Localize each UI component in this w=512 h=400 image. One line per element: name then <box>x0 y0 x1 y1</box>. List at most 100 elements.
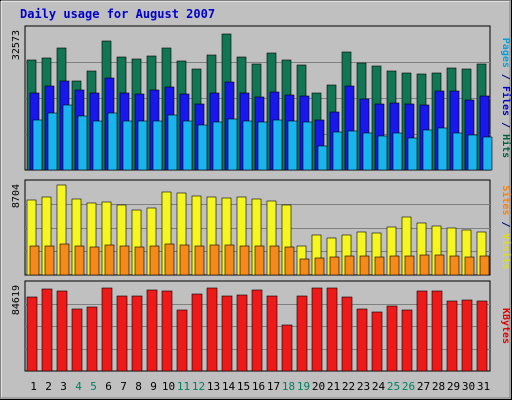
bar-pages-day-15 <box>242 120 253 171</box>
bar-kbytes-day-31 <box>476 300 488 372</box>
series-visits <box>26 184 487 276</box>
legend-entry: Files <box>500 86 512 116</box>
x-tick-label: 19 <box>297 380 310 393</box>
bar-kbytes-day-12 <box>191 293 203 372</box>
series-kbytes <box>26 287 488 372</box>
bar-kbytes-day-19 <box>296 295 308 372</box>
x-tick-label: 8 <box>135 380 142 393</box>
panel-1: 32573 Pages / Files / Hits <box>11 25 512 171</box>
bar-sites-day-16 <box>254 245 265 276</box>
bar-kbytes-day-3 <box>56 290 68 372</box>
bar-kbytes-day-9 <box>146 289 158 372</box>
bar-pages-day-25 <box>392 132 403 171</box>
bar-pages-day-20 <box>317 145 328 171</box>
bar-pages-day-29 <box>452 132 463 171</box>
bar-kbytes-day-20 <box>311 287 323 372</box>
bar-sites-day-18 <box>284 246 295 276</box>
panel-max-label: 84619 <box>11 285 22 315</box>
x-tick-label: 1 <box>30 380 37 393</box>
x-tick-label: 9 <box>150 380 157 393</box>
bar-pages-day-28 <box>437 127 448 171</box>
bar-sites-day-17 <box>269 245 280 276</box>
bar-sites-day-19 <box>299 258 310 276</box>
bar-sites-day-31 <box>479 255 490 276</box>
bar-kbytes-day-10 <box>161 290 173 372</box>
panel-3: 84619 KBytes <box>11 280 511 372</box>
bar-sites-day-3 <box>59 243 70 276</box>
bar-pages-day-6 <box>107 112 118 171</box>
x-tick-label: 20 <box>312 380 325 393</box>
bar-pages-day-30 <box>467 134 478 171</box>
legend-entry: Hits <box>500 134 512 158</box>
x-tick-label: 21 <box>327 380 340 393</box>
x-tick-label: 13 <box>207 380 220 393</box>
panel-legend: Sites / Visits <box>500 185 512 269</box>
bar-kbytes-day-30 <box>461 299 473 372</box>
bar-pages-day-12 <box>197 124 208 171</box>
bar-sites-day-6 <box>104 244 115 276</box>
x-tick-label: 14 <box>222 380 236 393</box>
x-tick-label: 12 <box>192 380 205 393</box>
bar-sites-day-29 <box>449 255 460 276</box>
legend-entry: / <box>500 116 511 134</box>
panel-max-label: 8704 <box>11 184 22 208</box>
bar-kbytes-day-24 <box>371 311 383 372</box>
series-pages <box>32 104 493 171</box>
x-tick-label: 7 <box>120 380 127 393</box>
series-sites <box>29 243 490 276</box>
bar-sites-day-23 <box>359 255 370 276</box>
x-tick-label: 25 <box>387 380 400 393</box>
bar-sites-day-10 <box>164 243 175 276</box>
bar-sites-day-4 <box>74 245 85 276</box>
legend-entry: Sites <box>500 185 512 215</box>
bar-pages-day-5 <box>92 120 103 171</box>
bar-pages-day-14 <box>227 118 238 171</box>
x-tick-label: 27 <box>417 380 430 393</box>
bar-pages-day-7 <box>122 120 133 171</box>
bar-kbytes-day-23 <box>356 308 368 372</box>
bar-pages-day-4 <box>77 115 88 171</box>
x-tick-label: 10 <box>162 380 175 393</box>
bar-pages-day-24 <box>377 135 388 171</box>
x-tick-label: 11 <box>177 380 190 393</box>
bar-sites-day-12 <box>194 245 205 276</box>
bar-sites-day-22 <box>344 255 355 276</box>
x-axis-tick-labels: 1 2 3 4 5 6 7 8 9 10 11 12 13 14 15 16 17 18 19 20 21 22 23 24 2… <box>30 380 490 393</box>
x-tick-label: 5 <box>90 380 97 393</box>
bar-sites-day-11 <box>179 244 190 276</box>
panel-2: 8704 Sites / Visits <box>11 179 512 276</box>
bar-kbytes-day-26 <box>401 309 413 372</box>
bar-pages-day-19 <box>302 121 313 171</box>
x-tick-label: 26 <box>402 380 415 393</box>
bar-pages-day-8 <box>137 120 148 171</box>
bar-sites-day-2 <box>44 245 55 276</box>
bar-pages-day-9 <box>152 120 163 171</box>
bar-sites-day-21 <box>329 256 340 276</box>
bar-kbytes-day-29 <box>446 300 458 372</box>
legend-entry: / <box>500 215 511 233</box>
x-tick-label: 30 <box>462 380 475 393</box>
bar-pages-day-2 <box>47 112 58 171</box>
bar-pages-day-23 <box>362 132 373 171</box>
panel-legend: KBytes <box>500 308 511 344</box>
bar-pages-day-18 <box>287 120 298 171</box>
bar-sites-day-25 <box>389 255 400 276</box>
bar-kbytes-day-21 <box>326 287 338 372</box>
x-tick-label: 24 <box>372 380 386 393</box>
bar-sites-day-9 <box>149 245 160 276</box>
x-tick-label: 2 <box>45 380 52 393</box>
panel-max-label: 32573 <box>11 30 22 60</box>
bar-kbytes-day-16 <box>251 289 263 372</box>
bar-kbytes-day-7 <box>116 295 128 372</box>
bar-kbytes-day-1 <box>26 296 38 372</box>
bar-kbytes-day-25 <box>386 305 398 372</box>
x-tick-label: 16 <box>252 380 265 393</box>
bar-kbytes-day-8 <box>131 295 143 372</box>
bar-pages-day-27 <box>422 129 433 171</box>
bar-kbytes-day-6 <box>101 287 113 372</box>
bar-kbytes-day-14 <box>221 295 233 372</box>
bar-sites-day-13 <box>209 244 220 276</box>
x-tick-label: 31 <box>477 380 490 393</box>
panel-legend: Pages / Files / Hits <box>500 38 512 158</box>
